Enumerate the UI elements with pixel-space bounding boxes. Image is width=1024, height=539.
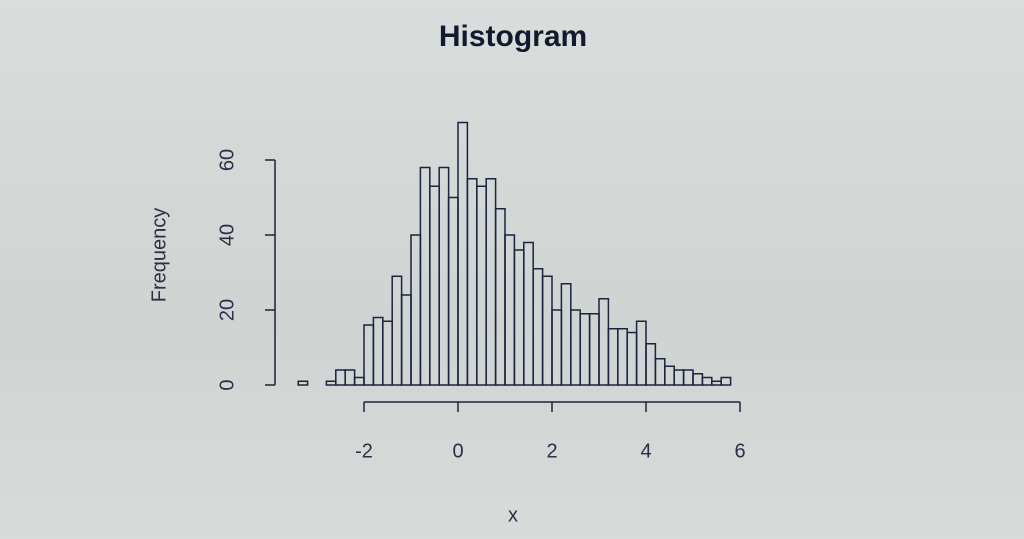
y-tick-label: 0 xyxy=(216,379,238,390)
x-tick-label: 2 xyxy=(546,440,557,462)
bar xyxy=(626,331,638,386)
bar xyxy=(588,313,600,386)
bar xyxy=(570,309,581,386)
bar xyxy=(560,283,572,386)
x-tick-label: 0 xyxy=(452,440,463,462)
bar xyxy=(532,268,544,386)
bar xyxy=(344,369,356,386)
bar xyxy=(419,166,431,386)
bar xyxy=(720,376,732,386)
bar xyxy=(438,166,450,386)
bar xyxy=(363,324,375,386)
bar xyxy=(617,328,628,386)
bar xyxy=(598,298,610,386)
bar xyxy=(325,380,337,386)
bar xyxy=(645,343,657,386)
bar xyxy=(701,376,713,386)
x-tick-label: -2 xyxy=(355,440,373,462)
x-tick-label: 4 xyxy=(640,440,651,462)
y-tick-label: 40 xyxy=(216,224,238,246)
bar xyxy=(447,196,459,386)
bar xyxy=(635,320,647,386)
bar xyxy=(664,365,675,386)
bar xyxy=(400,294,412,386)
bar xyxy=(297,380,309,386)
bar xyxy=(391,275,403,386)
bar xyxy=(466,178,478,386)
bar xyxy=(485,178,497,386)
bar xyxy=(372,316,384,386)
bar xyxy=(429,185,440,386)
bar xyxy=(682,369,694,386)
bar xyxy=(607,328,619,386)
bar xyxy=(457,121,469,386)
bar xyxy=(504,234,516,386)
bar xyxy=(579,313,591,386)
bar xyxy=(711,380,722,386)
bar xyxy=(353,376,365,386)
bar xyxy=(692,373,704,386)
bar xyxy=(335,369,346,386)
bar xyxy=(382,320,393,386)
bar xyxy=(523,241,534,386)
y-tick-label: 20 xyxy=(216,299,238,321)
x-tick-label: 6 xyxy=(734,440,745,462)
bar xyxy=(541,275,553,386)
chart-title: Histogram xyxy=(439,20,587,53)
bar xyxy=(494,208,506,386)
bar xyxy=(410,234,422,386)
bar xyxy=(476,185,487,386)
bar xyxy=(654,358,666,386)
bar xyxy=(673,369,685,386)
y-axis-label: Frequency xyxy=(148,208,170,303)
bar xyxy=(551,309,563,386)
bar xyxy=(513,249,525,386)
y-tick-label: 60 xyxy=(216,149,238,171)
x-axis-label: x xyxy=(508,504,518,526)
